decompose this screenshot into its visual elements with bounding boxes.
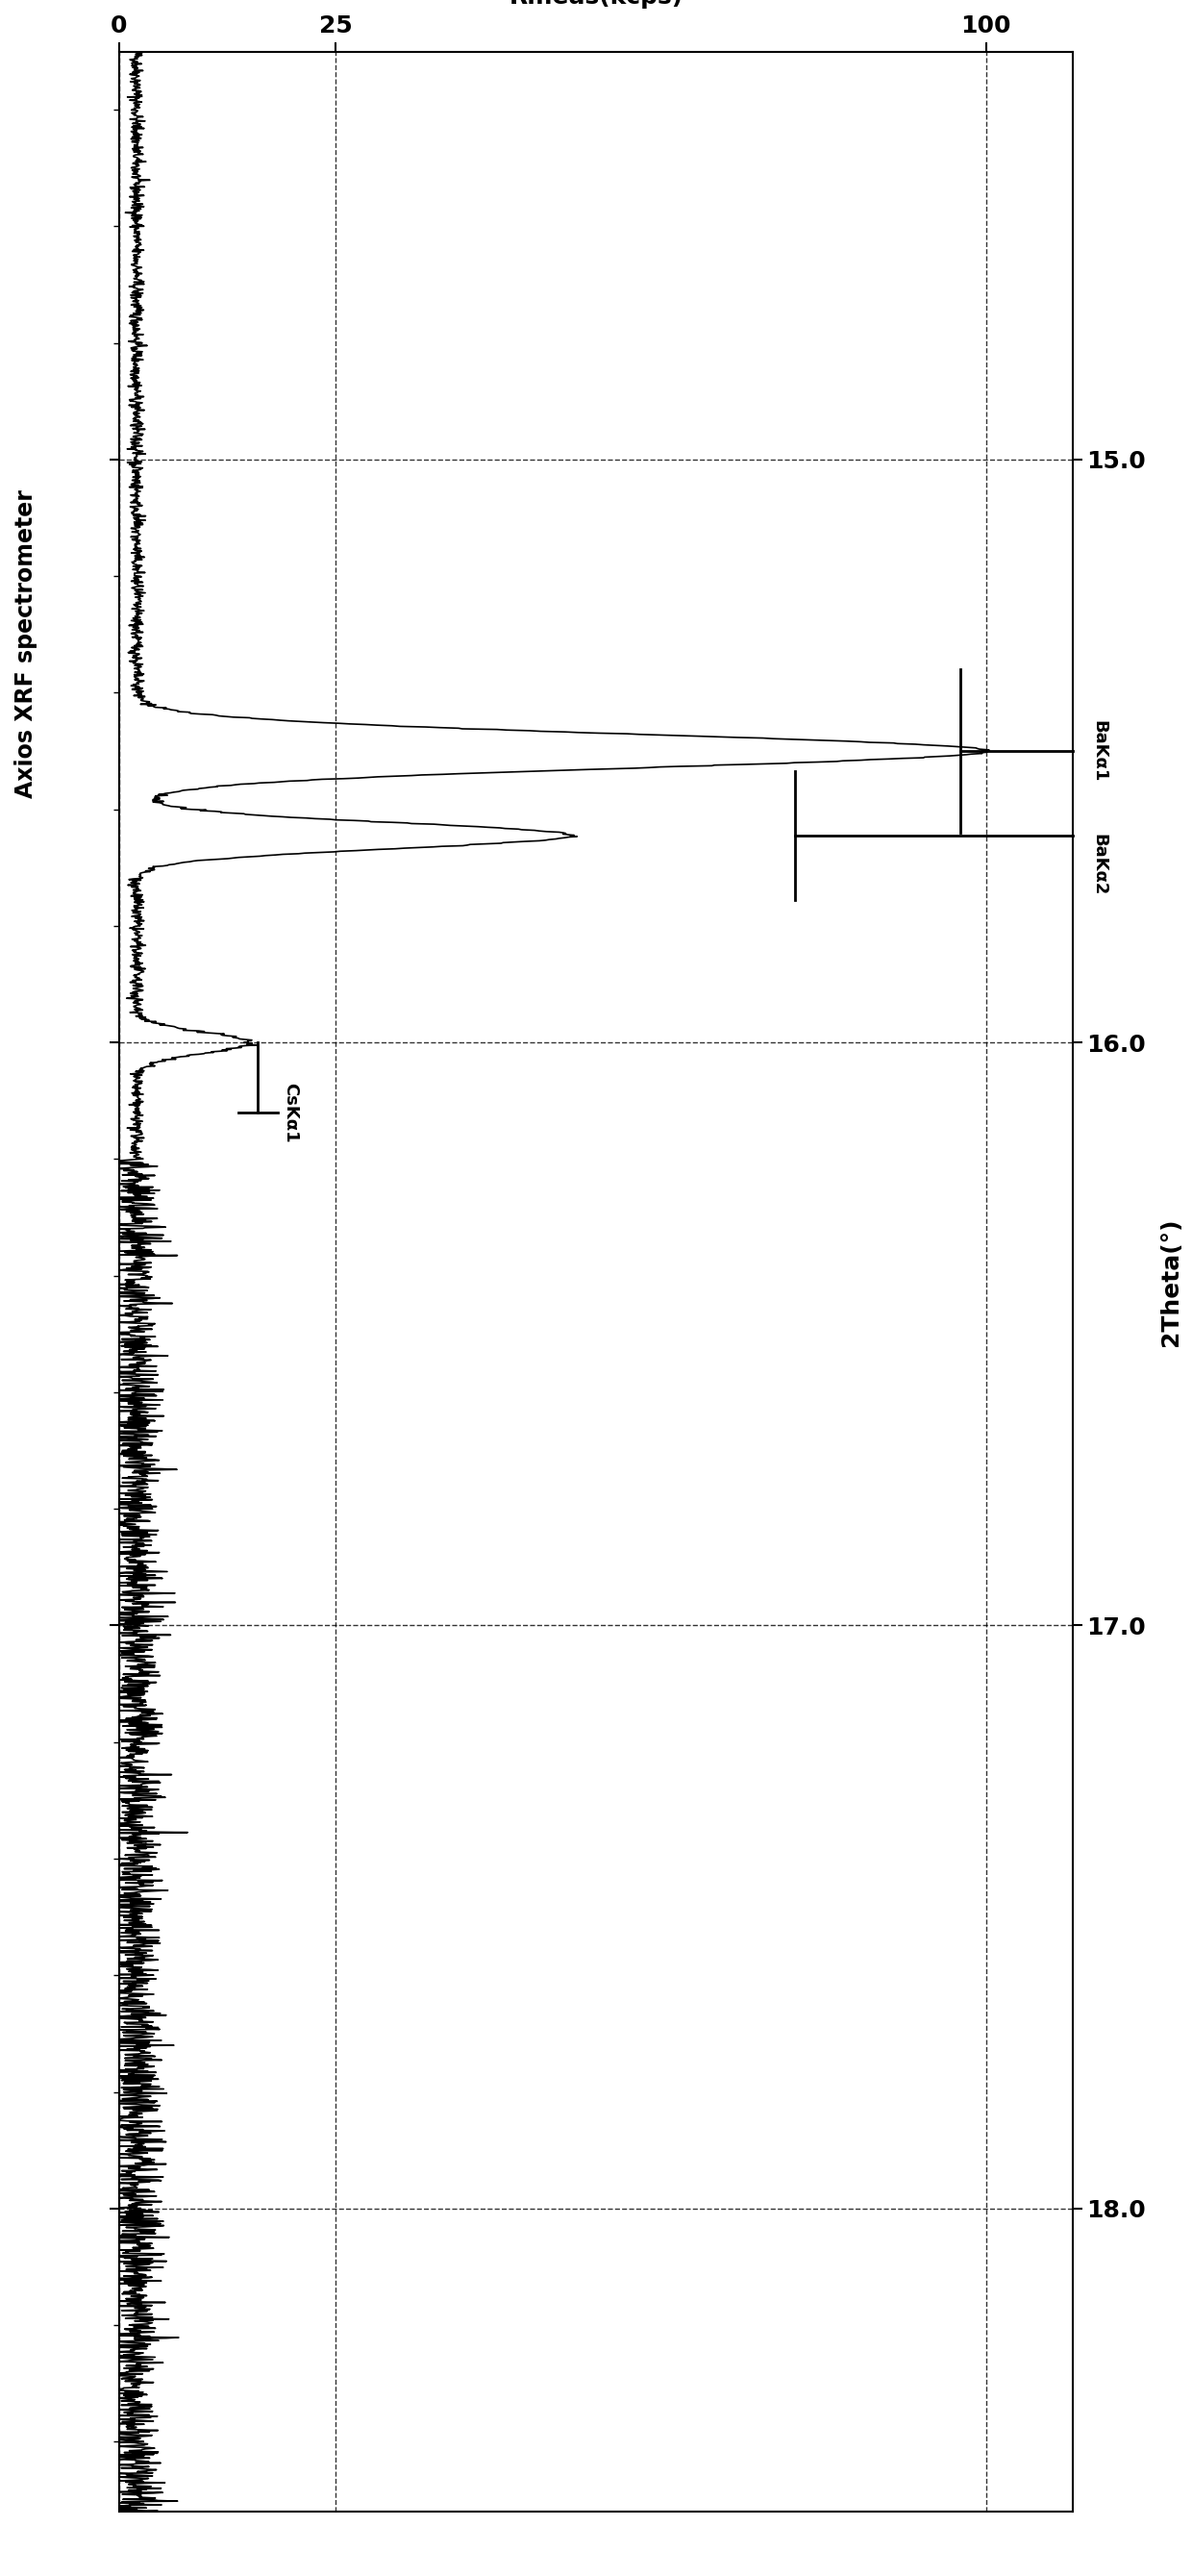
Text: BaKα2: BaKα2 [1091,835,1107,896]
Text: CsKα1: CsKα1 [281,1082,299,1144]
Y-axis label: 2Theta(°): 2Theta(°) [1160,1218,1182,1345]
Text: BaKα1: BaKα1 [1091,721,1107,783]
Text: Axios XRF spectrometer: Axios XRF spectrometer [14,489,38,799]
X-axis label: Rmeas(kcps): Rmeas(kcps) [509,0,683,8]
